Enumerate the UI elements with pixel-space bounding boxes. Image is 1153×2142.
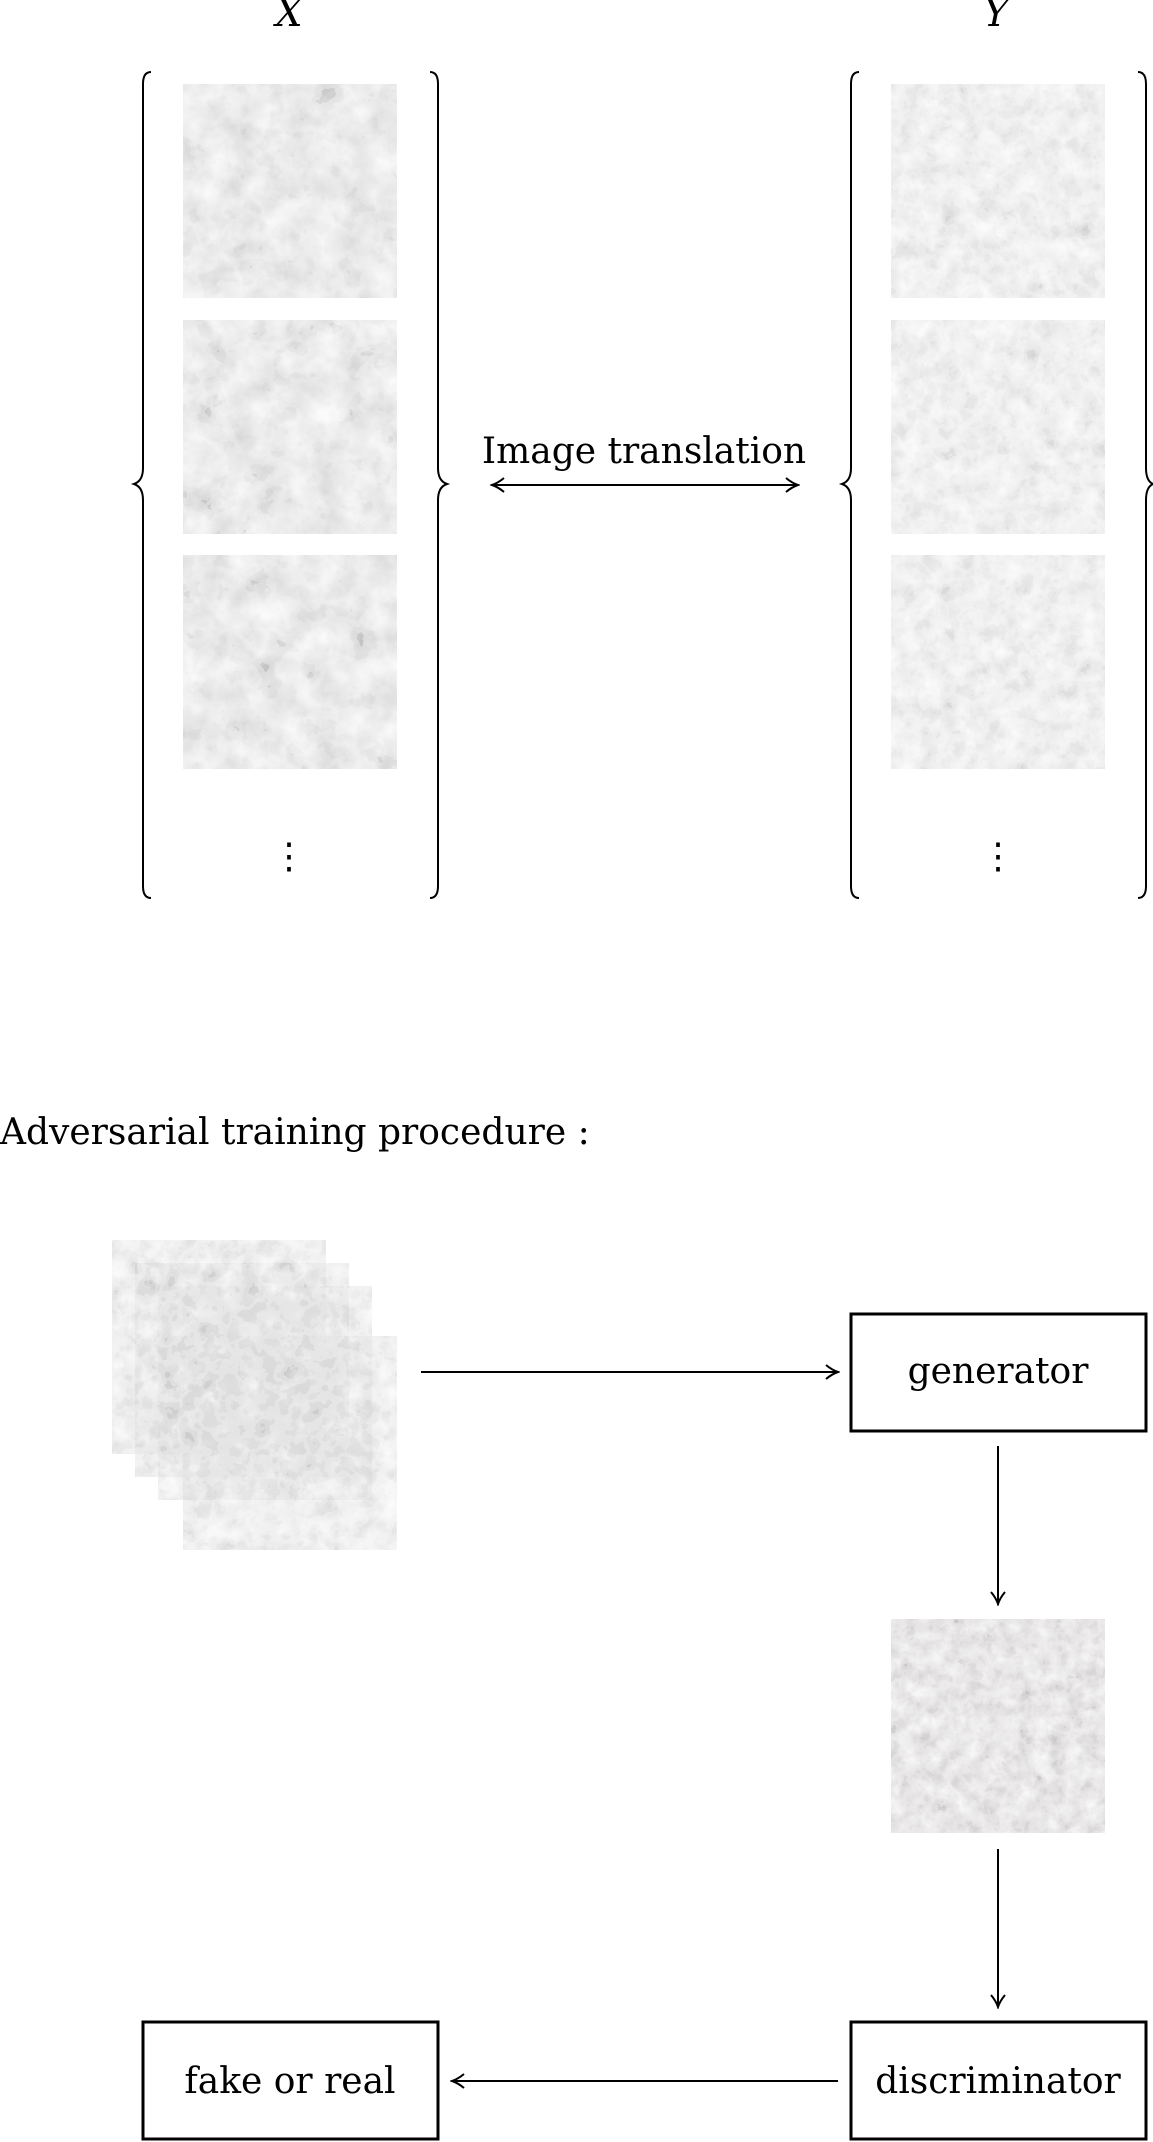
set-y-label: Y [983,0,1012,35]
translation-label: Image translation [482,431,806,472]
set-y-image-3 [891,555,1105,769]
set-y-ellipsis: ⋮ [980,836,1016,877]
input-image-stack [112,1240,397,1550]
set-y-left-brace [838,71,860,899]
set-x-label: X [272,0,304,35]
output-label: fake or real [184,2061,395,2102]
generator-label: generator [908,1351,1090,1392]
training-heading: Adversarial training procedure : [0,1112,590,1153]
discriminator-label: discriminator [875,2061,1121,2102]
set-y-image-1 [891,84,1105,298]
set-x-image-1 [183,84,397,298]
set-x-right-brace [429,71,451,899]
generator-box [849,1312,1148,1433]
set-x-image-2 [183,320,397,534]
set-y-right-brace [1137,71,1153,899]
output-box [141,2020,440,2141]
generated-image [891,1619,1105,1833]
set-y-image-2 [891,320,1105,534]
set-x-image-3 [183,555,397,769]
discriminator-box [849,2020,1148,2141]
set-x-left-brace [130,71,152,899]
set-x-ellipsis: ⋮ [271,836,307,877]
